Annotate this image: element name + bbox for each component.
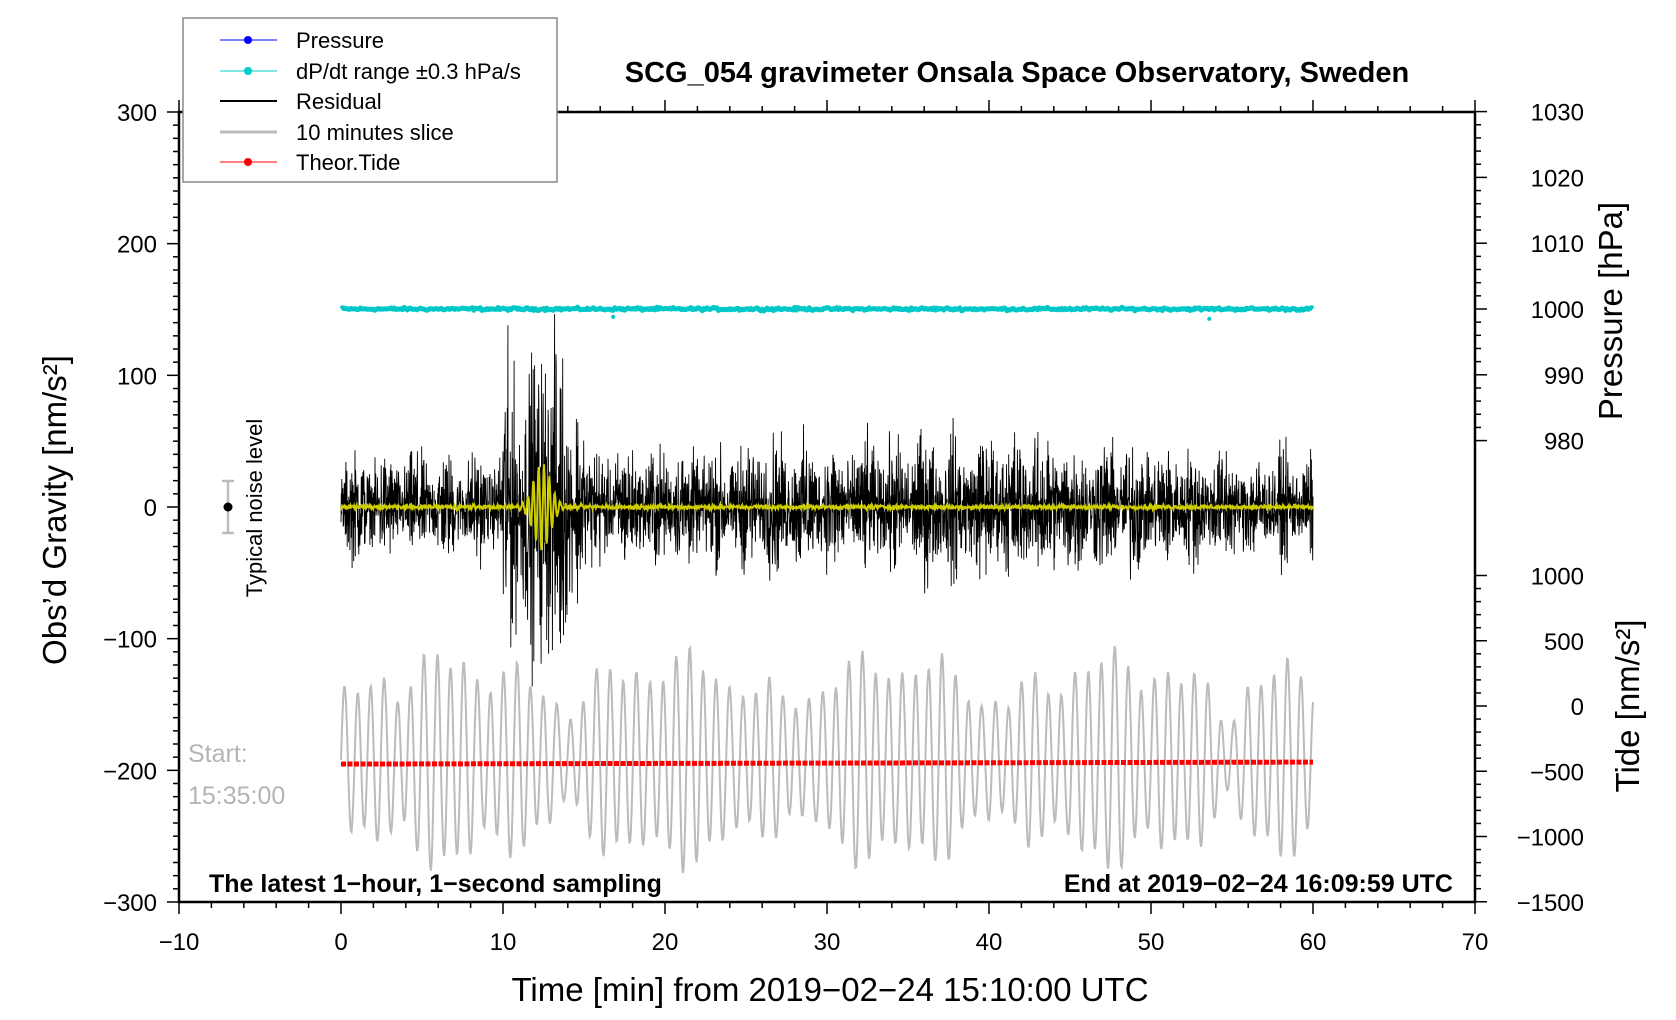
chart-title: SCG_054 gravimeter Onsala Space Observat… [625, 57, 1409, 89]
tide-tick-label: 500 [1544, 629, 1584, 656]
x-tick-label: 0 [334, 929, 347, 956]
legend-item: Residual [220, 89, 382, 114]
filtered-residual-series [340, 464, 1314, 551]
pressure-series [339, 304, 1315, 314]
noise-level-marker [222, 479, 234, 535]
legend-label: Pressure [296, 28, 384, 53]
x-axis-label: Time [min] from 2019−02−24 15:10:00 UTC [511, 971, 1148, 1008]
legend-label: 10 minutes slice [296, 120, 454, 145]
tide-tick-label: −1500 [1517, 890, 1584, 917]
legend-marker [244, 36, 252, 44]
bottom-right-note: End at 2019−02−24 16:09:59 UTC [1064, 870, 1453, 898]
tide-tick-label: −1000 [1517, 825, 1584, 852]
legend-item: Pressure [220, 28, 384, 53]
x-tick-label: 40 [976, 929, 1003, 956]
legend-marker [244, 158, 252, 166]
legend-marker [244, 67, 252, 75]
x-tick-label: −10 [159, 929, 200, 956]
y-tick-label: 200 [117, 232, 157, 259]
pressure-tick-label: 990 [1544, 363, 1584, 390]
legend-item: Theor.Tide [220, 150, 400, 175]
y-tick-label: −100 [103, 627, 157, 654]
x-tick-label: 30 [814, 929, 841, 956]
start-time: 15:35:00 [188, 782, 285, 810]
x-tick-label: 50 [1138, 929, 1165, 956]
x-tick-label: 20 [652, 929, 679, 956]
pressure-outlier [611, 314, 616, 319]
legend-label: Theor.Tide [296, 150, 400, 175]
x-tick-label: 10 [490, 929, 517, 956]
tide-tick-label: 1000 [1531, 564, 1584, 591]
pressure-tick-label: 980 [1544, 429, 1584, 456]
legend-item: dP/dt range ±0.3 hPa/s [220, 59, 521, 84]
legend-label: dP/dt range ±0.3 hPa/s [296, 59, 521, 84]
x-tick-label: 60 [1300, 929, 1327, 956]
y-tick-label: −300 [103, 890, 157, 917]
tide-series [340, 759, 1314, 767]
pressure-tick-label: 1010 [1531, 231, 1584, 258]
pressure-tick-label: 1000 [1531, 297, 1584, 324]
pressure-axis-label: Pressure [hPa] [1592, 202, 1629, 420]
residual-series [340, 314, 1314, 687]
tide-tick-label: 0 [1571, 694, 1584, 721]
y-tick-label: 0 [144, 495, 157, 522]
y-tick-label: −200 [103, 758, 157, 785]
slice-series [340, 644, 1314, 874]
legend-label: Residual [296, 89, 382, 114]
pressure-outlier [1207, 316, 1212, 321]
axes: −10 0 10 20 30 40 50 60 703002001000−100−200−300… [103, 100, 1584, 956]
y-tick-label: 300 [117, 100, 157, 127]
tide-axis-label: Tide [nm/s²] [1609, 620, 1646, 793]
pressure-tick-label: 1030 [1531, 100, 1584, 127]
pressure-tick-label: 1020 [1531, 165, 1584, 192]
bottom-left-note: The latest 1−hour, 1−second sampling [209, 870, 662, 898]
plot-marks [339, 304, 1315, 874]
start-label: Start: [188, 740, 248, 768]
y-axis-left-label: Obs’d Gravity [nm/s²] [36, 355, 73, 665]
y-tick-label: 100 [117, 363, 157, 390]
noise-level-label: Typical noise level [242, 419, 267, 598]
tide-tick-label: −500 [1530, 759, 1584, 786]
legend-item: 10 minutes slice [220, 120, 454, 145]
x-tick-label: 70 [1462, 929, 1489, 956]
legend: Pressure dP/dt range ±0.3 hPa/s Residual 10… [182, 17, 558, 183]
